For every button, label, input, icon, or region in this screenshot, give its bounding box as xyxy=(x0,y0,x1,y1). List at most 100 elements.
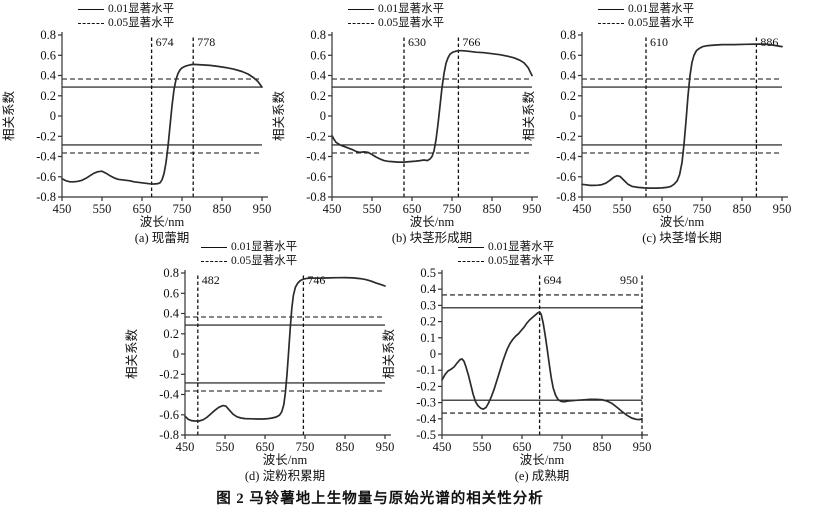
svg-text:0.2: 0.2 xyxy=(420,315,436,329)
svg-text:0.1: 0.1 xyxy=(420,331,436,345)
svg-text:-0.4: -0.4 xyxy=(556,150,577,164)
svg-text:0.4: 0.4 xyxy=(40,69,56,83)
svg-text:-0.2: -0.2 xyxy=(416,379,436,393)
subplot-c: 0.01显著水平 0.05显著水平 610 886 0.8 0.6 0.4 0.2 0 -0.… xyxy=(520,2,792,245)
svg-text:相关系数: 相关系数 xyxy=(124,329,139,380)
dashed-line-sample-icon xyxy=(458,260,484,262)
svg-text:650: 650 xyxy=(256,440,275,454)
svg-text:886: 886 xyxy=(760,35,778,49)
dashed-line-sample-icon xyxy=(78,22,104,24)
svg-text:950: 950 xyxy=(253,202,272,216)
svg-text:650: 650 xyxy=(133,202,152,216)
svg-text:-0.2: -0.2 xyxy=(306,129,326,143)
x-axis-label-a: 波长/nm xyxy=(139,215,185,229)
svg-text:650: 650 xyxy=(653,202,672,216)
svg-text:750: 750 xyxy=(553,440,572,454)
svg-text:0.4: 0.4 xyxy=(310,69,326,83)
subplot-d: 0.01显著水平 0.05显著水平 482 746 0.8 0.6 0.4 0.2 0 -0.… xyxy=(123,240,395,483)
svg-text:-0.8: -0.8 xyxy=(36,190,56,204)
x-axis-label-b: 波长/nm xyxy=(409,215,455,229)
legend-label-001: 0.01显著水平 xyxy=(488,241,555,253)
dashed-line-sample-icon xyxy=(348,22,374,24)
legend-a: 0.01显著水平 0.05显著水平 xyxy=(78,2,272,30)
svg-text:0.4: 0.4 xyxy=(560,69,576,83)
legend-item-001-level: 0.01显著水平 xyxy=(458,241,652,254)
subplot-caption-e: (e) 成熟期 xyxy=(514,469,570,483)
legend-e: 0.01显著水平 0.05显著水平 xyxy=(458,240,652,268)
legend-label-005: 0.05显著水平 xyxy=(488,255,555,267)
svg-text:450: 450 xyxy=(176,440,195,454)
svg-text:-0.4: -0.4 xyxy=(416,412,437,426)
svg-text:750: 750 xyxy=(693,202,712,216)
svg-text:-0.6: -0.6 xyxy=(306,170,326,184)
svg-text:850: 850 xyxy=(483,202,502,216)
legend-item-001-level: 0.01显著水平 xyxy=(598,3,792,16)
legend-label-001: 0.01显著水平 xyxy=(108,3,175,15)
svg-text:950: 950 xyxy=(633,440,652,454)
svg-text:0: 0 xyxy=(430,347,436,361)
legend-label-005: 0.05显著水平 xyxy=(378,17,445,29)
svg-text:650: 650 xyxy=(403,202,422,216)
svg-text:相关系数: 相关系数 xyxy=(1,91,16,142)
dashed-line-sample-icon xyxy=(201,260,227,262)
svg-text:-0.2: -0.2 xyxy=(556,129,576,143)
svg-text:相关系数: 相关系数 xyxy=(381,329,396,380)
svg-text:850: 850 xyxy=(213,202,232,216)
legend-item-005-level: 0.05显著水平 xyxy=(598,17,792,30)
plot-canvas-e: 694 950 0.5 0.4 0.3 0.2 0.1 0 -0.1 -0.2 -0.3 -0.4 -0… xyxy=(381,268,652,454)
legend-item-001-level: 0.01显著水平 xyxy=(348,3,542,16)
x-axis-label-d: 波长/nm xyxy=(262,453,308,467)
svg-text:0.5: 0.5 xyxy=(420,268,436,280)
svg-text:-0.2: -0.2 xyxy=(36,129,56,143)
svg-text:0.8: 0.8 xyxy=(310,30,326,42)
svg-text:850: 850 xyxy=(733,202,752,216)
solid-line-sample-icon xyxy=(458,246,484,248)
svg-text:-0.6: -0.6 xyxy=(556,170,576,184)
svg-text:550: 550 xyxy=(93,202,112,216)
svg-text:-0.3: -0.3 xyxy=(416,396,436,410)
dashed-line-sample-icon xyxy=(598,22,624,24)
svg-text:-0.8: -0.8 xyxy=(306,190,326,204)
svg-text:0: 0 xyxy=(173,347,179,361)
svg-text:550: 550 xyxy=(363,202,382,216)
subplot-b: 0.01显著水平 0.05显著水平 630 766 0.8 0.6 0.4 0.2 0 -0.… xyxy=(270,2,542,245)
legend-label-005: 0.05显著水平 xyxy=(108,17,175,29)
figure-caption: 图 2 马铃薯地上生物量与原始光谱的相关性分析 xyxy=(216,491,544,507)
svg-text:450: 450 xyxy=(433,440,452,454)
legend-item-005-level: 0.05显著水平 xyxy=(348,17,542,30)
svg-text:0.6: 0.6 xyxy=(560,48,576,62)
svg-text:-0.2: -0.2 xyxy=(159,367,179,381)
svg-text:450: 450 xyxy=(573,202,592,216)
subplot-caption-d: (d) 淀粉积累期 xyxy=(244,469,326,483)
svg-text:950: 950 xyxy=(620,273,638,287)
svg-text:850: 850 xyxy=(593,440,612,454)
svg-text:0.6: 0.6 xyxy=(163,286,179,300)
svg-text:-0.6: -0.6 xyxy=(159,408,179,422)
svg-text:850: 850 xyxy=(336,440,355,454)
legend-d: 0.01显著水平 0.05显著水平 xyxy=(201,240,395,268)
svg-text:-0.1: -0.1 xyxy=(416,363,436,377)
svg-text:550: 550 xyxy=(473,440,492,454)
x-axis-label-e: 波长/nm xyxy=(519,453,565,467)
subplot-a: 0.01显著水平 0.05显著水平 674 778 0.8 0.6 0.4 0.2 0 -0.… xyxy=(0,2,272,245)
svg-text:0.4: 0.4 xyxy=(163,307,179,321)
solid-line-sample-icon xyxy=(201,246,227,248)
svg-text:750: 750 xyxy=(173,202,192,216)
svg-text:674: 674 xyxy=(156,35,174,49)
legend-item-005-level: 0.05显著水平 xyxy=(78,17,272,30)
svg-text:778: 778 xyxy=(197,35,215,49)
svg-text:0: 0 xyxy=(320,109,326,123)
svg-text:450: 450 xyxy=(53,202,72,216)
svg-text:0.2: 0.2 xyxy=(310,89,326,103)
svg-text:0: 0 xyxy=(50,109,56,123)
solid-line-sample-icon xyxy=(598,8,624,10)
svg-text:0.8: 0.8 xyxy=(163,268,179,280)
svg-text:-0.4: -0.4 xyxy=(36,150,57,164)
svg-text:-0.4: -0.4 xyxy=(306,150,327,164)
svg-text:-0.6: -0.6 xyxy=(36,170,56,184)
